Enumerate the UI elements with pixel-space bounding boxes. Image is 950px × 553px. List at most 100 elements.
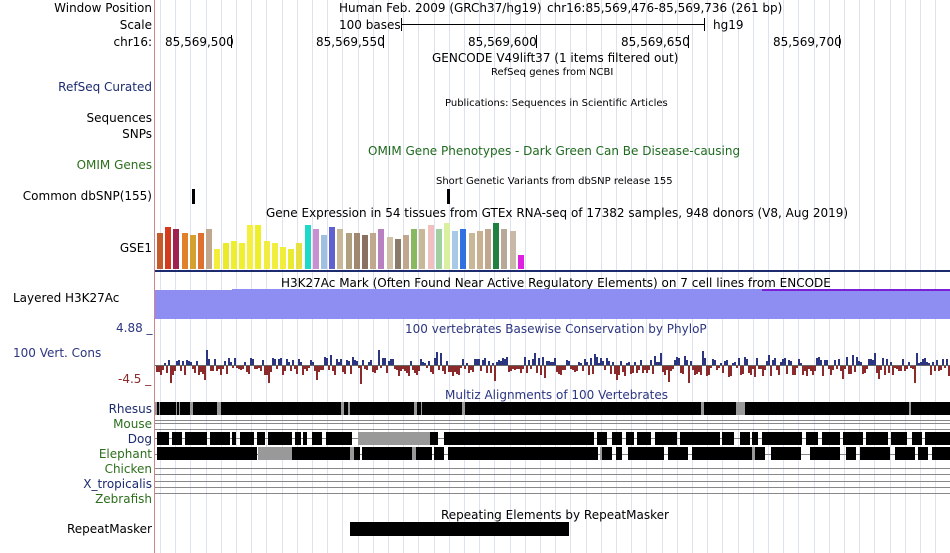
- gse1-label[interactable]: GSE1: [119, 241, 152, 255]
- phylop-negative-bar: [588, 366, 590, 375]
- gtex-tissue-bar[interactable]: [411, 229, 418, 269]
- gtex-tissue-bar[interactable]: [271, 243, 278, 269]
- gtex-tissue-bar[interactable]: [280, 247, 286, 269]
- gtex-tissue-bar[interactable]: [353, 233, 360, 269]
- gtex-tissue-bar[interactable]: [230, 241, 237, 269]
- gencode-title[interactable]: GENCODE V49lift37 (1 items filtered out): [432, 51, 679, 65]
- phylop-negative-bar: [680, 366, 682, 373]
- gtex-tissue-bar[interactable]: [460, 229, 467, 269]
- gtex-tissue-bar[interactable]: [485, 229, 491, 269]
- gtex-tissue-bar[interactable]: [337, 229, 344, 269]
- gtex-tissue-bar[interactable]: [165, 227, 172, 269]
- gtex-tissue-bar[interactable]: [476, 231, 483, 269]
- gtex-tissue-bar[interactable]: [435, 229, 442, 269]
- dbsnp-variant[interactable]: [447, 189, 450, 204]
- chicken-alignment-line-2: [155, 474, 950, 475]
- gtex-tissue-bar[interactable]: [239, 243, 245, 269]
- gtex-tissue-bar[interactable]: [501, 229, 508, 269]
- gtex-tissue-bar[interactable]: [312, 229, 319, 269]
- repeatmasker-label[interactable]: RepeatMasker: [66, 522, 152, 536]
- dog-label[interactable]: Dog: [127, 432, 152, 446]
- gtex-tissue-bar[interactable]: [214, 249, 221, 269]
- grid-line: [373, 0, 374, 553]
- gtex-tissue-bar[interactable]: [247, 225, 254, 269]
- gtex-tissue-bar[interactable]: [452, 231, 459, 269]
- grid-line: [236, 0, 237, 553]
- gtex-tissue-bar[interactable]: [189, 235, 196, 269]
- gtex-tissue-bar[interactable]: [403, 235, 409, 269]
- gtex-tissue-bar[interactable]: [329, 227, 336, 269]
- gtex-tissue-bar[interactable]: [427, 225, 434, 269]
- phylop-negative-bar: [848, 366, 850, 374]
- chicken-label[interactable]: Chicken: [104, 462, 152, 476]
- dog-alignment-block: [866, 432, 888, 445]
- phylop-positive-bar: [566, 360, 568, 365]
- phylop-positive-bar: [780, 362, 782, 365]
- gtex-tissue-bar[interactable]: [419, 229, 426, 269]
- gtex-tissue-bar[interactable]: [321, 235, 327, 269]
- gtex-tissue-bar[interactable]: [386, 237, 393, 269]
- elephant-label[interactable]: Elephant: [98, 447, 152, 461]
- gtex-tissue-bar[interactable]: [345, 233, 352, 269]
- gtex-tissue-bar[interactable]: [263, 241, 270, 269]
- scale-label: Scale: [119, 18, 152, 32]
- cons-label[interactable]: 100 Vert. Cons: [13, 346, 102, 360]
- dog-alignment-block: [240, 432, 254, 445]
- phylop-negative-bar: [200, 366, 202, 372]
- gtex-tissue-bar[interactable]: [378, 229, 385, 269]
- phylop-negative-bar: [174, 366, 176, 371]
- sequences-label[interactable]: Sequences: [86, 111, 152, 125]
- rhesus-label[interactable]: Rhesus: [108, 402, 152, 416]
- grid-line: [920, 0, 921, 553]
- gtex-tissue-bar[interactable]: [509, 231, 516, 269]
- dog-alignment-block: [740, 432, 750, 445]
- rhesus-alignment-block: [180, 402, 190, 415]
- repeat-element[interactable]: [350, 522, 569, 536]
- gtex-tissue-bar[interactable]: [255, 225, 262, 269]
- elephant-alignment-block: [932, 447, 950, 460]
- gtex-tissue-bar[interactable]: [296, 243, 303, 269]
- gtex-tissue-bar[interactable]: [370, 233, 377, 269]
- mouse-label[interactable]: Mouse: [113, 417, 152, 431]
- gtex-tissue-bar[interactable]: [198, 233, 204, 269]
- phylop-positive-bar: [890, 362, 892, 365]
- gtex-tissue-bar[interactable]: [288, 249, 295, 269]
- gtex-tissue-bar[interactable]: [468, 233, 475, 269]
- gtex-tissue-bar[interactable]: [222, 243, 229, 269]
- dbsnp-label[interactable]: Common dbSNP(155): [22, 189, 152, 203]
- phylop-negative-bar: [450, 366, 452, 372]
- gtex-tissue-bar[interactable]: [157, 233, 163, 269]
- xtropicalis-label[interactable]: X_tropicalis: [83, 477, 152, 491]
- gtex-tissue-bar[interactable]: [517, 255, 524, 269]
- phylop-positive-bar: [338, 362, 340, 365]
- phylop-negative-bar: [878, 366, 880, 379]
- phylop-negative-bar: [662, 366, 664, 372]
- snps-label[interactable]: SNPs: [122, 127, 152, 141]
- gtex-tissue-bar[interactable]: [362, 235, 368, 269]
- gtex-tissue-bar[interactable]: [181, 233, 188, 269]
- gtex-tissue-bar[interactable]: [304, 225, 311, 269]
- omim-label[interactable]: OMIM Genes: [76, 158, 152, 172]
- gtex-tissue-bar[interactable]: [173, 229, 180, 269]
- h3k27ac-label[interactable]: Layered H3K27Ac: [13, 291, 120, 305]
- phylop-positive-bar: [626, 363, 628, 365]
- h3k27ac-signal[interactable]: [155, 290, 950, 319]
- dbsnp-variant[interactable]: [192, 189, 195, 204]
- phylop-positive-bar: [382, 358, 384, 365]
- phylop-negative-bar: [710, 366, 712, 368]
- phylop-positive-bar: [326, 358, 328, 365]
- gtex-bar-chart[interactable]: [157, 222, 537, 269]
- gtex-tissue-bar[interactable]: [444, 223, 450, 269]
- tick-label: 85,569,550: [316, 35, 385, 49]
- gtex-tissue-bar[interactable]: [206, 229, 213, 269]
- zebrafish-label[interactable]: Zebrafish: [95, 492, 152, 506]
- phylop-negative-bar: [576, 366, 578, 371]
- phylop-negative-bar: [836, 366, 838, 369]
- refseq-label[interactable]: RefSeq Curated: [58, 80, 152, 94]
- gtex-tissue-bar[interactable]: [394, 239, 401, 269]
- omim-title: OMIM Gene Phenotypes - Dark Green Can Be…: [368, 144, 741, 158]
- gtex-tissue-bar[interactable]: [493, 223, 500, 269]
- phylop-positive-bar: [244, 362, 246, 365]
- phylop-positive-bar: [568, 361, 570, 365]
- grid-line: [510, 0, 511, 553]
